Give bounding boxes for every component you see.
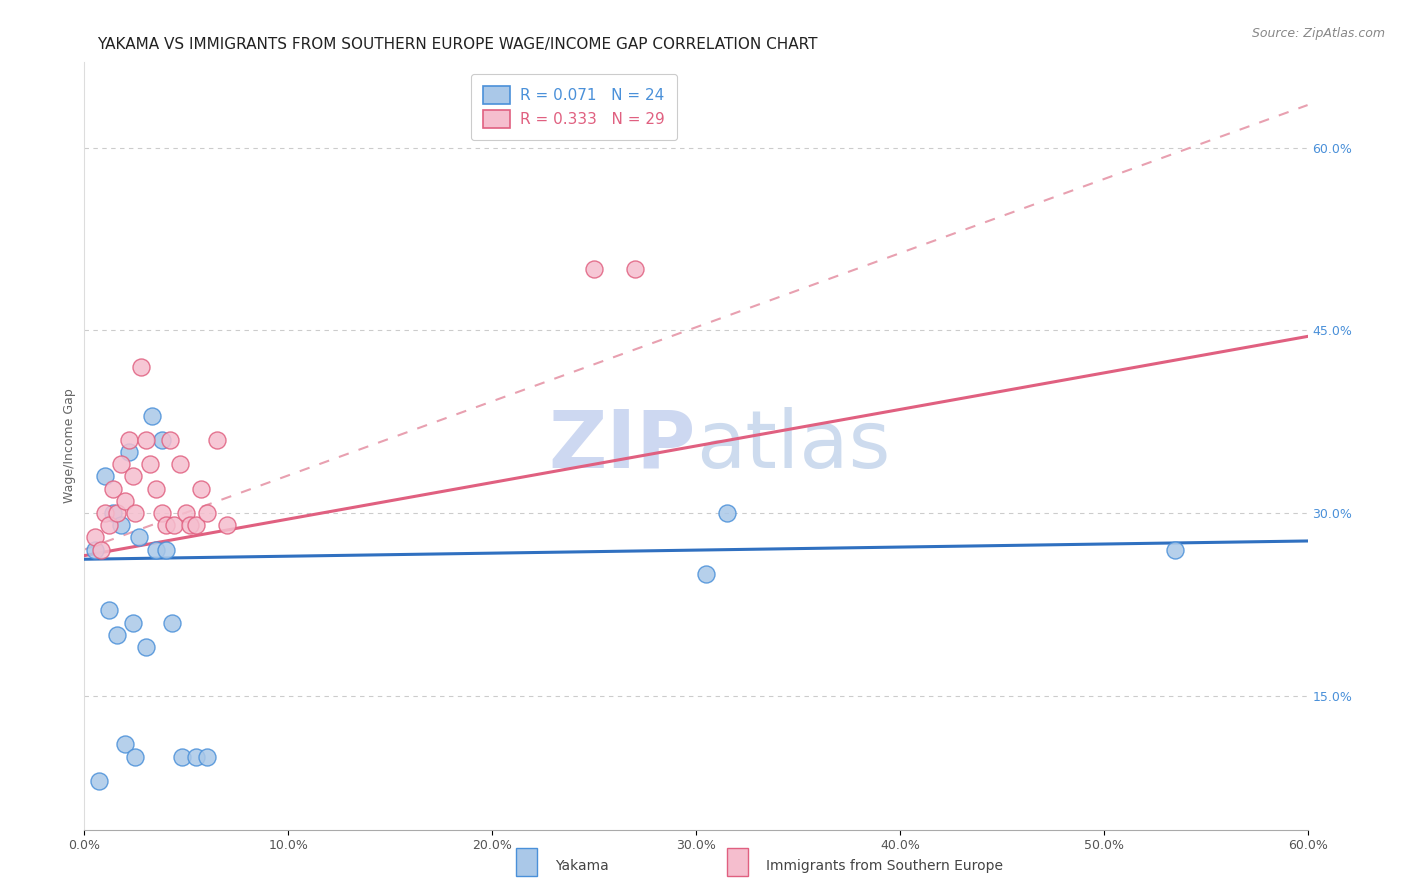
Point xyxy=(174,506,197,520)
Point xyxy=(155,518,177,533)
Point xyxy=(118,445,141,459)
Y-axis label: Wage/Income Gap: Wage/Income Gap xyxy=(63,389,76,503)
Point xyxy=(160,615,183,630)
Point xyxy=(179,518,201,533)
Point xyxy=(1164,542,1187,557)
Legend: R = 0.071   N = 24, R = 0.333   N = 29: R = 0.071 N = 24, R = 0.333 N = 29 xyxy=(471,74,676,140)
Point xyxy=(97,603,120,617)
Point xyxy=(128,530,150,544)
Point xyxy=(93,469,115,483)
Point xyxy=(87,773,110,788)
Point xyxy=(195,749,218,764)
Point xyxy=(110,518,132,533)
Point xyxy=(97,518,120,533)
Point xyxy=(141,409,163,423)
Point xyxy=(145,542,167,557)
Point xyxy=(217,518,239,533)
Point xyxy=(205,433,228,447)
Point xyxy=(716,506,738,520)
Point xyxy=(93,506,115,520)
Point xyxy=(624,262,647,277)
Text: YAKAMA VS IMMIGRANTS FROM SOUTHERN EUROPE WAGE/INCOME GAP CORRELATION CHART: YAKAMA VS IMMIGRANTS FROM SOUTHERN EUROP… xyxy=(97,37,817,52)
Point xyxy=(122,469,145,483)
Point xyxy=(90,542,112,557)
Text: Immigrants from Southern Europe: Immigrants from Southern Europe xyxy=(766,859,1004,873)
Point xyxy=(101,506,124,520)
Point xyxy=(118,433,141,447)
Point xyxy=(105,506,128,520)
Point xyxy=(695,566,717,581)
Point xyxy=(114,493,136,508)
Text: ZIP: ZIP xyxy=(548,407,696,485)
Point xyxy=(135,433,157,447)
Point xyxy=(186,749,208,764)
Point xyxy=(83,542,105,557)
Point xyxy=(159,433,181,447)
Point xyxy=(150,506,173,520)
Text: Yakama: Yakama xyxy=(555,859,609,873)
Point xyxy=(169,457,191,471)
Point xyxy=(163,518,186,533)
Point xyxy=(135,640,157,654)
Point xyxy=(101,482,124,496)
Point xyxy=(114,737,136,751)
Point xyxy=(131,359,153,374)
Point xyxy=(186,518,208,533)
Point xyxy=(110,457,132,471)
Point xyxy=(145,482,167,496)
Point xyxy=(150,433,173,447)
Point xyxy=(124,506,146,520)
Point xyxy=(124,749,146,764)
Text: Source: ZipAtlas.com: Source: ZipAtlas.com xyxy=(1251,27,1385,40)
Text: atlas: atlas xyxy=(696,407,890,485)
Point xyxy=(122,615,145,630)
Point xyxy=(172,749,194,764)
Point xyxy=(583,262,606,277)
Point xyxy=(105,628,128,642)
Point xyxy=(83,530,105,544)
Point xyxy=(195,506,218,520)
Point xyxy=(190,482,212,496)
Point xyxy=(155,542,177,557)
Point xyxy=(138,457,160,471)
